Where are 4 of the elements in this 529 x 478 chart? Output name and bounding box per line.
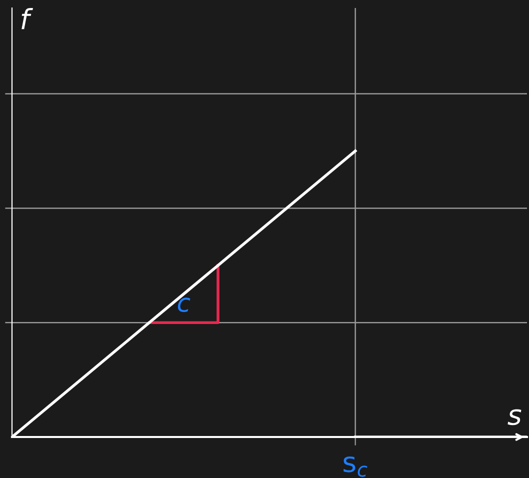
x-axis-title: s <box>508 409 522 426</box>
text: s$_{c}$ <box>344 456 368 477</box>
y-axis-title: f <box>22 8 33 30</box>
annotation: c <box>178 298 190 312</box>
